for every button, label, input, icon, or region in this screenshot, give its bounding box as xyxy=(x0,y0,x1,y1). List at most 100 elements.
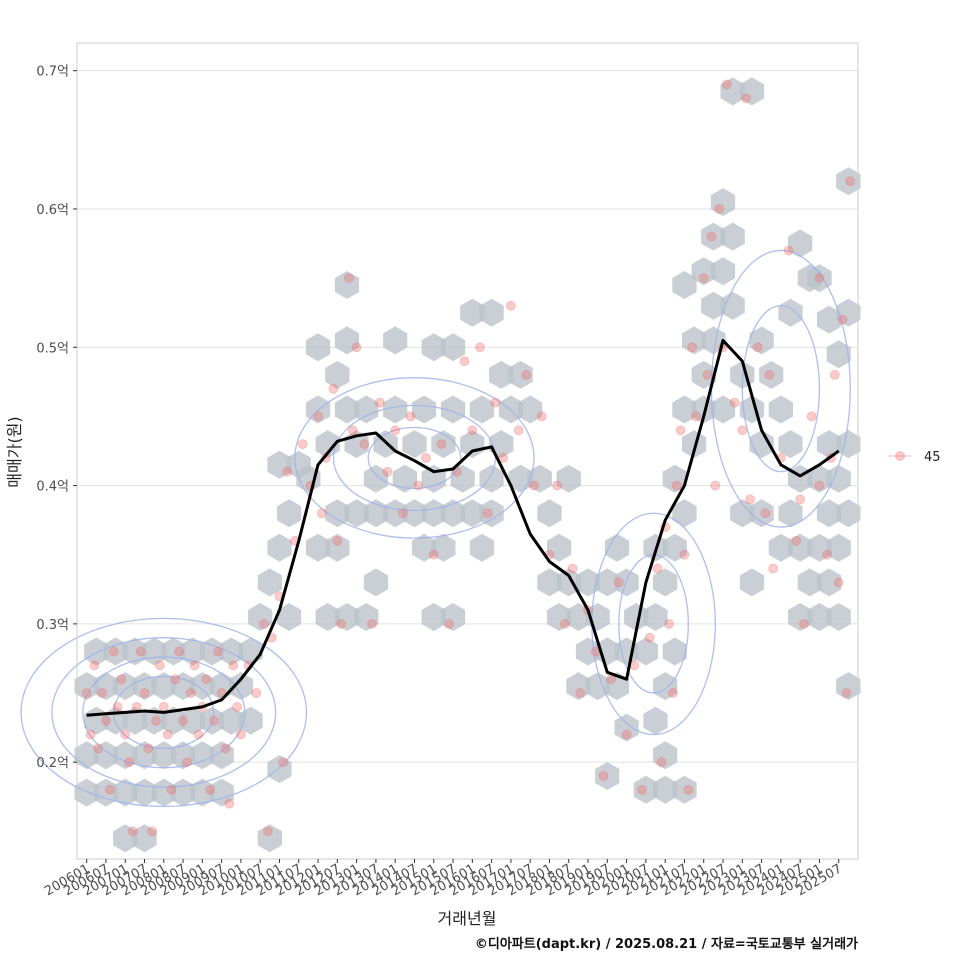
scatter-point xyxy=(262,826,273,837)
hexbin-cell xyxy=(547,533,572,562)
hexbin-cell xyxy=(508,360,533,389)
hexbin-cell xyxy=(257,824,282,853)
scatter-point xyxy=(220,743,231,754)
scatter-point xyxy=(100,715,111,726)
scatter-point xyxy=(513,425,524,436)
scatter-point xyxy=(397,508,408,519)
scatter-point xyxy=(644,632,655,643)
hexbin-cell xyxy=(720,77,745,106)
hexbin-cell xyxy=(84,637,109,666)
hexbin-cell xyxy=(807,464,832,493)
hexbin-cell xyxy=(334,603,360,631)
scatter-point xyxy=(691,411,702,422)
scatter-point xyxy=(783,245,794,256)
scatter-point xyxy=(328,383,339,394)
hexbin-cell xyxy=(170,741,196,770)
hexbin-cell xyxy=(710,395,736,424)
hexbin-cell xyxy=(479,499,504,528)
scatter-point xyxy=(536,411,547,422)
scatter-point xyxy=(108,646,119,657)
scatter-point xyxy=(706,231,717,242)
scatter-point xyxy=(795,494,806,505)
hexbin-cell xyxy=(122,637,147,666)
scatter-point xyxy=(806,411,817,422)
scatter-point xyxy=(664,618,675,629)
hexbin-layer xyxy=(74,77,861,853)
scatter-point xyxy=(729,397,740,408)
hexbin-cell xyxy=(682,326,707,355)
scatter-point xyxy=(475,342,486,353)
hexbin-cell xyxy=(778,499,803,528)
scatter-point xyxy=(737,425,748,436)
density-contour xyxy=(741,305,821,473)
scatter-point xyxy=(467,425,478,436)
hexbin-cell xyxy=(440,603,466,631)
hexbin-cell xyxy=(749,499,774,528)
hexbin-cell xyxy=(547,603,572,631)
scatter-point xyxy=(201,674,212,685)
hexbin-cell xyxy=(710,257,736,286)
scatter-point xyxy=(208,715,219,726)
scatter-point xyxy=(351,342,362,353)
hexbin-cell xyxy=(701,222,726,251)
hexbin-cell xyxy=(219,706,244,735)
scatter-point xyxy=(316,508,327,519)
y-axis: 0.2억 0.3억 0.4억 0.5억 0.6억 0.7억 xyxy=(36,65,77,771)
hexbin-cell xyxy=(402,499,427,528)
trend-line xyxy=(86,338,840,717)
hexbin-cell xyxy=(113,778,138,807)
hexbin-cell xyxy=(720,222,745,251)
hexbin-cell xyxy=(383,326,408,355)
hexbin-cell xyxy=(816,499,842,528)
scatter-point xyxy=(185,688,196,699)
scatter-point xyxy=(613,577,624,588)
scatter-point xyxy=(675,425,686,436)
hexbin-cell xyxy=(768,533,793,562)
scatter-point xyxy=(232,701,243,712)
hexbin-cell xyxy=(489,360,514,389)
hexbin-cell xyxy=(180,706,205,735)
hexbin-cell xyxy=(595,568,620,597)
scatter-point xyxy=(147,826,158,837)
scatter-point xyxy=(741,93,752,104)
scatter-point xyxy=(390,425,401,436)
scatter-point xyxy=(760,508,771,519)
hexbin-cell xyxy=(662,464,687,493)
hexbin-cell xyxy=(132,824,157,853)
hexbin-cell xyxy=(363,464,388,493)
scatter-point xyxy=(667,688,678,699)
hexbin-cell xyxy=(614,713,639,742)
scatter-point xyxy=(120,729,131,740)
scatter-point xyxy=(444,618,455,629)
hexbin-cell xyxy=(469,533,495,562)
hexbin-cell xyxy=(412,533,437,562)
scatter-point xyxy=(683,784,694,795)
hexbin-cell xyxy=(315,603,340,631)
scatter-point xyxy=(97,688,108,699)
hexbin-cell xyxy=(460,298,485,327)
scatter-point xyxy=(698,273,709,284)
hexbin-cell xyxy=(469,395,495,424)
legend[interactable]: 45 xyxy=(888,450,941,465)
scatter-point xyxy=(833,577,844,588)
plot-frame xyxy=(76,42,859,860)
scatter-point xyxy=(282,466,293,477)
hexbin-cell xyxy=(556,464,581,493)
hexbin-cell xyxy=(74,778,99,807)
scatter-point xyxy=(212,646,223,657)
scatter-point xyxy=(752,342,763,353)
hexbin-cell xyxy=(836,499,861,528)
hexbin-cell xyxy=(354,395,379,424)
hexbin-cell xyxy=(334,271,360,299)
scatter-point xyxy=(413,480,424,491)
scatter-point xyxy=(166,784,177,795)
scatter-point xyxy=(343,273,354,284)
scatter-point xyxy=(721,79,732,90)
hexbin-cell xyxy=(440,395,466,424)
x-axis-title: 거래년월 xyxy=(438,909,497,928)
hexbin-cell xyxy=(691,395,716,424)
scatter-point xyxy=(178,715,189,726)
scatter-point xyxy=(336,618,347,629)
y-axis-title: 매매가(원) xyxy=(5,416,24,487)
scatter-point xyxy=(521,369,532,380)
